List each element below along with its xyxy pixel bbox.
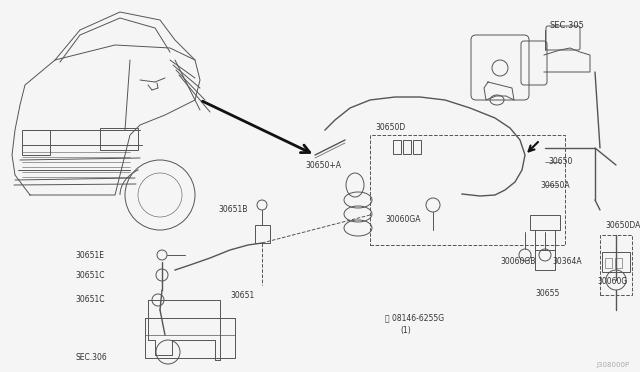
Bar (255, 225, 270, 243)
Text: 30651E: 30651E (75, 250, 104, 260)
Text: 30651C: 30651C (75, 270, 104, 279)
Bar (615, 258, 622, 268)
Text: 30650DA: 30650DA (605, 221, 640, 230)
Text: 30650+A: 30650+A (305, 160, 341, 170)
Text: (1): (1) (400, 326, 411, 334)
Text: 30650D: 30650D (375, 124, 405, 132)
Bar (605, 258, 612, 268)
Bar (370, 135, 565, 245)
Bar (602, 252, 630, 272)
Text: SEC.306: SEC.306 (75, 353, 107, 362)
Text: SEC.305: SEC.305 (550, 20, 585, 29)
Text: 30060G: 30060G (597, 278, 627, 286)
Text: 30060GA: 30060GA (385, 215, 420, 224)
Bar (403, 140, 411, 154)
Text: 30651B: 30651B (218, 205, 248, 215)
Text: 30650A: 30650A (540, 180, 570, 189)
Text: 30650: 30650 (548, 157, 572, 167)
Bar (22, 130, 50, 155)
Bar (413, 140, 421, 154)
Bar (100, 128, 138, 150)
Text: 30060GB: 30060GB (500, 257, 536, 266)
Text: 30655: 30655 (535, 289, 559, 298)
Text: J308000P: J308000P (597, 362, 630, 368)
Bar (600, 235, 632, 295)
Text: 30364A: 30364A (552, 257, 582, 266)
Bar (393, 140, 401, 154)
Bar (530, 215, 560, 230)
Text: 30651: 30651 (230, 291, 254, 299)
Text: Ⓑ 08146-6255G: Ⓑ 08146-6255G (385, 314, 444, 323)
Text: 30651C: 30651C (75, 295, 104, 305)
